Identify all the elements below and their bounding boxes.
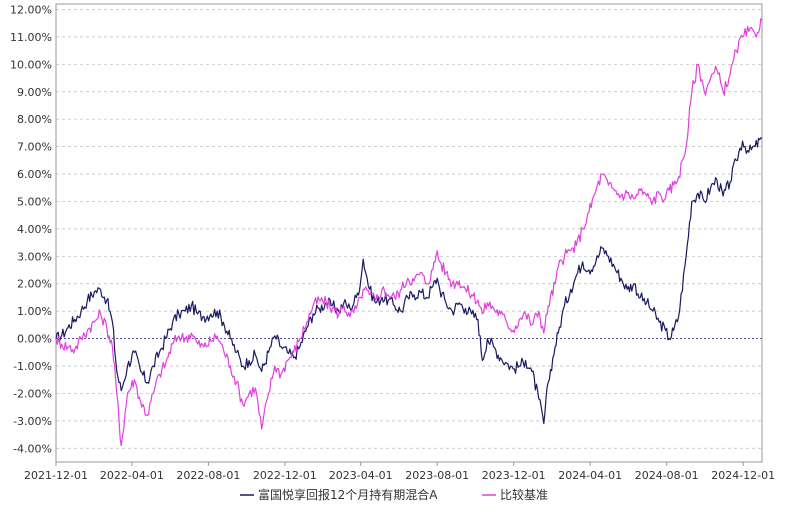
y-tick-label: 10.00% [10,58,52,71]
plot-frame [55,3,763,463]
x-tick-labels: 2021-12-01 2022-04-01 2022-08-01 2022-12-01… [24,469,775,482]
y-tick-label: -3.00% [13,415,52,428]
x-tick-label: 2023-04-01 [329,469,393,482]
y-tick-label: 12.00% [10,3,52,16]
x-tick-label: 2024-08-01 [635,469,699,482]
x-tick-label: 2022-04-01 [100,469,164,482]
y-tick-label: 4.00% [17,223,52,236]
x-tick-label: 2021-12-01 [24,469,88,482]
y-tick-label: 6.00% [17,168,52,181]
y-tick-label: 1.00% [17,305,52,318]
y-tick-label: 11.00% [10,31,52,44]
y-tick-label: 5.00% [17,195,52,208]
legend-label: 比较基准 [500,487,548,502]
legend-label: 富国悦享回报12个月持有期混合A [258,487,438,502]
y-tick-label: -4.00% [13,442,52,455]
grid-lines [56,9,762,449]
x-tick-label: 2024-04-01 [558,469,622,482]
y-tick-label: -2.00% [13,387,52,400]
series-lines [55,18,763,447]
y-tick-label: 2.00% [17,278,52,291]
series-line-1 [55,137,763,425]
x-tick-label: 2024-12-01 [711,469,775,482]
y-tick-label: -1.00% [13,360,52,373]
x-tick-label: 2023-12-01 [482,469,546,482]
x-tick-label: 2023-08-01 [405,469,469,482]
y-tick-label: 0.00% [17,333,52,346]
series-line-2 [55,18,763,447]
x-tick-label: 2022-12-01 [253,469,317,482]
y-tick-label: 3.00% [17,250,52,263]
axes [55,3,763,466]
legend: 富国悦享回报12个月持有期混合A 比较基准 [240,487,548,502]
y-tick-label: 8.00% [17,113,52,126]
y-tick-label: 9.00% [17,86,52,99]
x-tick-label: 2022-08-01 [176,469,240,482]
y-tick-label: 7.00% [17,141,52,154]
y-tick-labels: -4.00% -3.00% -2.00% -1.00% 0.00% 1.00% 2.00% 3… [10,3,52,455]
